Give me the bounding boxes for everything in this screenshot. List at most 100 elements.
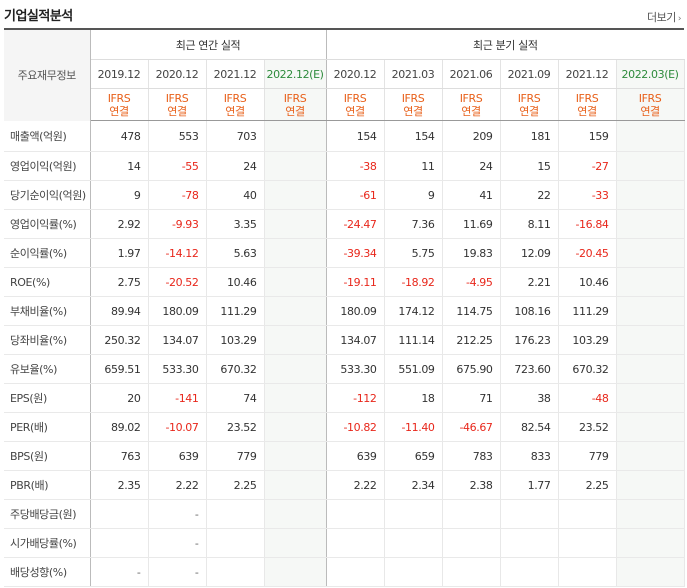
annual-value-cell: -141 [148, 383, 207, 413]
ifrs-label: IFRS [283, 91, 307, 105]
quarter-value-cell: 212.25 [442, 325, 501, 355]
row-label: ROE(%) [4, 267, 91, 297]
quarter-value-cell: 180.09 [326, 296, 385, 326]
quarter-value-cell: -24.47 [326, 209, 385, 239]
ifrs-header-annual: IFRS 연결 [148, 88, 207, 121]
consolidated-label: 연결 [345, 104, 365, 118]
quarter-value-cell: 2.25 [558, 470, 617, 500]
table-row: 순이익률(%) 1.97 -14.12 5.63 -39.34 5.75 19.83 12.0… [4, 238, 685, 268]
financial-table: 주요재무정보 최근 연간 실적 최근 분기 실적 2019.12 2020.12 2… [4, 28, 685, 587]
quarter-value-cell [384, 499, 443, 529]
period-header-annual: 2019.12 [90, 59, 149, 89]
annual-value-cell: 74 [206, 383, 265, 413]
quarter-value-cell [616, 120, 685, 152]
quarter-value-cell: 779 [558, 441, 617, 471]
quarter-value-cell: 8.11 [500, 209, 559, 239]
consolidated-label: 연결 [403, 104, 423, 118]
table-row: 배당성향(%) - - [4, 557, 685, 587]
quarter-value-cell: 154 [384, 120, 443, 152]
annual-value-cell [264, 151, 327, 181]
annual-value-cell: 89.02 [90, 412, 149, 442]
row-label: 순이익률(%) [4, 238, 91, 268]
ifrs-label: IFRS [575, 91, 599, 105]
quarter-value-cell [558, 557, 617, 587]
row-label: 시가배당률(%) [4, 528, 91, 558]
annual-value-cell: 639 [148, 441, 207, 471]
quarter-value-cell [616, 557, 685, 587]
quarter-value-cell [616, 209, 685, 239]
quarter-value-cell: -61 [326, 180, 385, 210]
table-row: 주당배당금(원) - [4, 499, 685, 529]
table-row: EPS(원) 20 -141 74 -112 18 71 38 -48 [4, 383, 685, 413]
chevron-right-icon: › [677, 14, 682, 24]
annual-value-cell: 134.07 [148, 325, 207, 355]
table-row: 당좌비율(%) 250.32 134.07 103.29 134.07 111.14 212… [4, 325, 685, 355]
annual-value-cell [264, 412, 327, 442]
consolidated-label: 연결 [461, 104, 481, 118]
table-row: 영업이익(억원) 14 -55 24 -38 11 24 15 -27 [4, 151, 685, 181]
quarter-value-cell: 22 [500, 180, 559, 210]
consolidated-label: 연결 [519, 104, 539, 118]
annual-value-cell [206, 557, 265, 587]
annual-value-cell: 20 [90, 383, 149, 413]
annual-value-cell: - [90, 557, 149, 587]
consolidated-label: 연결 [577, 104, 597, 118]
quarter-value-cell: -18.92 [384, 267, 443, 297]
annual-value-cell: 9 [90, 180, 149, 210]
quarter-value-cell: 176.23 [500, 325, 559, 355]
row-label: PBR(배) [4, 470, 91, 500]
quarter-value-cell [558, 528, 617, 558]
annual-value-cell: -9.93 [148, 209, 207, 239]
quarter-value-cell: -39.34 [326, 238, 385, 268]
quarter-value-cell: 1.77 [500, 470, 559, 500]
more-label: 더보기 [647, 11, 676, 24]
quarter-value-cell [326, 557, 385, 587]
quarter-value-cell [384, 557, 443, 587]
quarter-value-cell: -33 [558, 180, 617, 210]
consolidated-label: 연결 [225, 104, 245, 118]
quarter-value-cell: 19.83 [442, 238, 501, 268]
quarter-value-cell [500, 557, 559, 587]
period-header-quarter: 2021.03 [384, 59, 443, 89]
row-label: 영업이익률(%) [4, 209, 91, 239]
annual-value-cell [264, 325, 327, 355]
ifrs-header-quarter: IFRS 연결 [558, 88, 617, 121]
period-header-quarter: 2021.09 [500, 59, 559, 89]
ifrs-label: IFRS [517, 91, 541, 105]
annual-value-cell [90, 528, 149, 558]
table-row: 부채비율(%) 89.94 180.09 111.29 180.09 174.12 114.… [4, 296, 685, 326]
ifrs-label: IFRS [343, 91, 367, 105]
table-row: 유보율(%) 659.51 533.30 670.32 533.30 551.09 675.… [4, 354, 685, 384]
row-label: EPS(원) [4, 383, 91, 413]
annual-value-cell: 2.35 [90, 470, 149, 500]
section-title: 기업실적분석 [4, 9, 73, 24]
ifrs-header-quarter: IFRS 연결 [442, 88, 501, 121]
quarter-value-cell: -19.11 [326, 267, 385, 297]
annual-value-cell: 2.25 [206, 470, 265, 500]
row-label: 당기순이익(억원) [4, 180, 91, 210]
ifrs-label: IFRS [638, 91, 662, 105]
quarter-value-cell: 108.16 [500, 296, 559, 326]
quarter-value-cell: 41 [442, 180, 501, 210]
quarter-value-cell: 134.07 [326, 325, 385, 355]
quarter-value-cell: 551.09 [384, 354, 443, 384]
row-label: 부채비율(%) [4, 296, 91, 326]
row-label: BPS(원) [4, 441, 91, 471]
quarter-value-cell [616, 180, 685, 210]
quarter-value-cell: -27 [558, 151, 617, 181]
quarter-group-header: 최근 분기 실적 [326, 29, 685, 60]
annual-value-cell [264, 238, 327, 268]
more-link[interactable]: 더보기 › [647, 9, 682, 25]
quarter-value-cell: 23.52 [558, 412, 617, 442]
table-row: 당기순이익(억원) 9 -78 40 -61 9 41 22 -33 [4, 180, 685, 210]
annual-value-cell [264, 441, 327, 471]
quarter-value-cell [500, 499, 559, 529]
annual-value-cell: 5.63 [206, 238, 265, 268]
annual-value-cell [264, 267, 327, 297]
quarter-value-cell: 12.09 [500, 238, 559, 268]
row-header-cell: 주요재무정보 [4, 29, 91, 121]
annual-value-cell: 2.22 [148, 470, 207, 500]
annual-value-cell [264, 528, 327, 558]
row-label: 주당배당금(원) [4, 499, 91, 529]
annual-value-cell [264, 557, 327, 587]
